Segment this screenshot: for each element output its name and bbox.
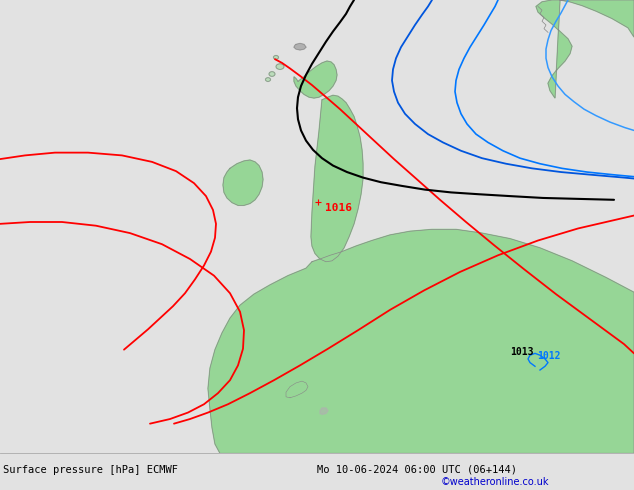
Ellipse shape — [276, 64, 284, 70]
Polygon shape — [311, 95, 363, 262]
Text: 1013: 1013 — [510, 347, 533, 357]
Text: Surface pressure [hPa] ECMWF: Surface pressure [hPa] ECMWF — [3, 465, 178, 475]
Polygon shape — [223, 160, 263, 205]
Ellipse shape — [269, 72, 275, 76]
Polygon shape — [536, 0, 634, 98]
Polygon shape — [320, 408, 328, 415]
Text: Mo 10-06-2024 06:00 UTC (06+144): Mo 10-06-2024 06:00 UTC (06+144) — [317, 465, 517, 475]
Text: 1016: 1016 — [325, 203, 352, 213]
Text: ©weatheronline.co.uk: ©weatheronline.co.uk — [441, 477, 549, 487]
Polygon shape — [294, 44, 306, 50]
Text: 1012: 1012 — [537, 351, 560, 361]
Polygon shape — [286, 381, 308, 398]
Ellipse shape — [273, 55, 278, 59]
Polygon shape — [208, 229, 634, 453]
Polygon shape — [294, 61, 337, 98]
Ellipse shape — [266, 78, 271, 81]
